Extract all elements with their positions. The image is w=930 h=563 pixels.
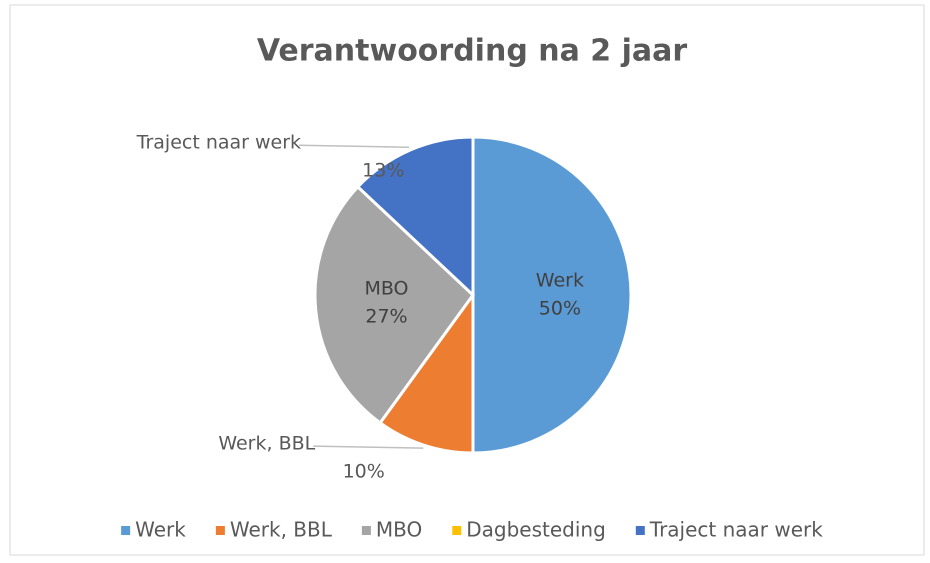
legend-label: Dagbesteding xyxy=(466,518,606,542)
legend-swatch xyxy=(121,526,131,535)
legend-label: Werk, BBL xyxy=(230,518,333,542)
legend-swatch xyxy=(635,526,645,535)
legend-label: Werk xyxy=(135,518,186,542)
legend-swatch xyxy=(361,526,371,535)
slice-label: MBO xyxy=(364,278,408,300)
slice-label: Traject naar werk xyxy=(136,132,301,154)
legend-swatch xyxy=(452,526,462,535)
legend-label: Traject naar werk xyxy=(649,518,823,542)
leader-line xyxy=(313,445,424,449)
pie-slice xyxy=(471,135,633,455)
leader-line xyxy=(299,144,410,148)
slice-value-label: 27% xyxy=(365,306,407,328)
slice-label: Werk, BBL xyxy=(218,433,315,455)
legend-swatch xyxy=(215,526,225,535)
slice-value-label: 50% xyxy=(539,298,581,320)
pie-slice xyxy=(313,184,475,425)
pie-slice xyxy=(378,290,475,455)
slice-label: Werk xyxy=(536,270,584,292)
slice-value-label: 10% xyxy=(343,461,385,483)
legend-label: MBO xyxy=(376,518,422,542)
pie-slice xyxy=(355,135,475,299)
chart-title: Verantwoording na 2 jaar xyxy=(257,34,688,69)
slice-value-label: 13% xyxy=(362,160,404,182)
